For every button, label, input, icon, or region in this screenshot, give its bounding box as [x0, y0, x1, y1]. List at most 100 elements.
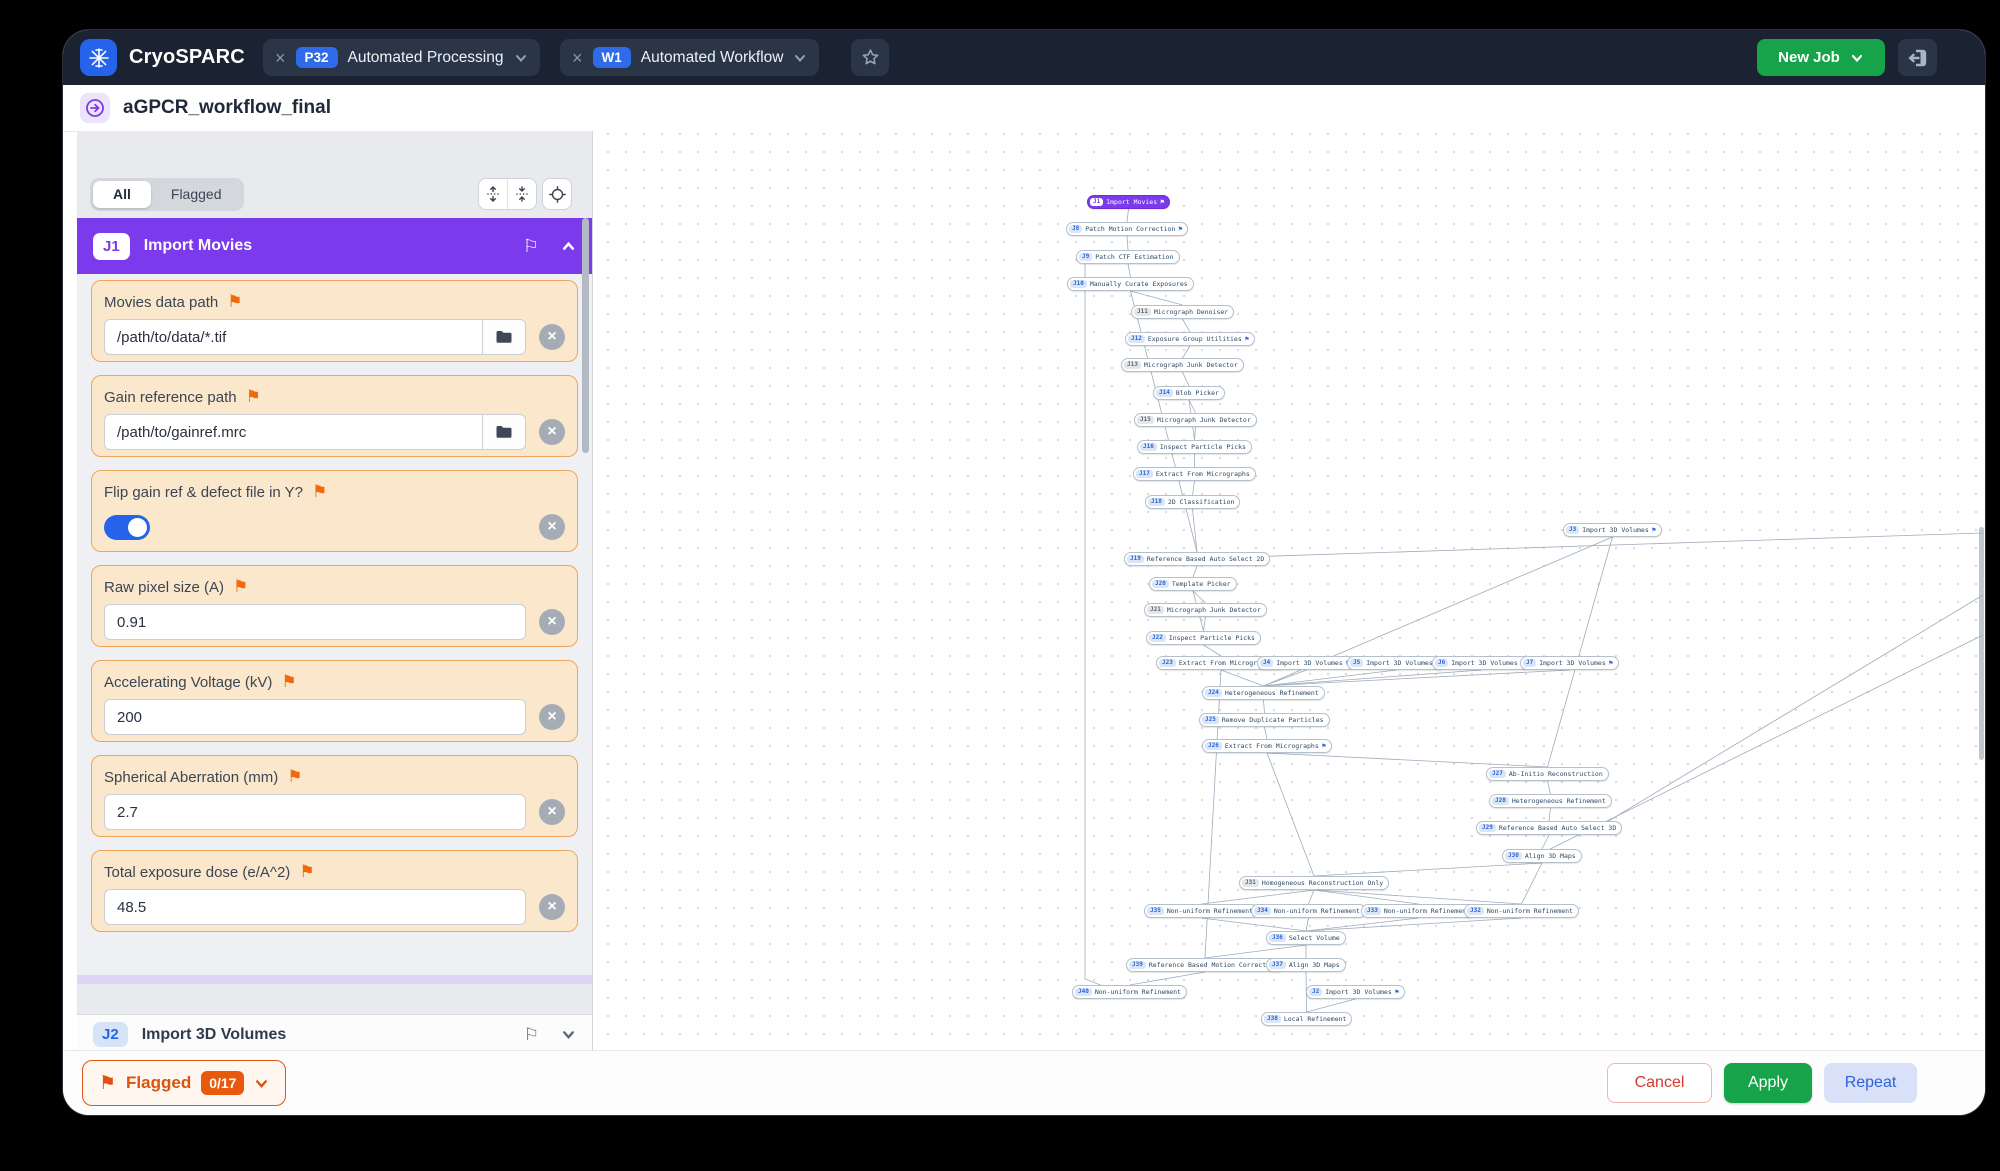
close-workspace-tab-icon[interactable]: × [572, 47, 583, 68]
param-card: Flip gain ref & defect file in Y? ⚑ × [91, 470, 578, 552]
flag-icon[interactable]: ⚑ [312, 482, 328, 501]
graph-node-j30[interactable]: J30 Align 3D Maps [1502, 849, 1582, 863]
workflow-graph: J1 Import Movies ⚑ J8 Patch Motion Correctio… [600, 165, 1985, 1050]
collapse-panel-button[interactable] [1898, 39, 1937, 76]
chevron-up-icon[interactable] [561, 239, 576, 254]
param-input[interactable] [104, 414, 482, 450]
top-bar: CryoSPARC × P32 Automated Processing × W… [63, 30, 1985, 85]
chevron-down-icon[interactable] [561, 1027, 576, 1042]
clear-param-button[interactable]: × [539, 514, 565, 540]
graph-node-j8[interactable]: J8 Patch Motion Correction ⚑ [1066, 222, 1189, 236]
param-input[interactable] [104, 604, 526, 640]
flag-icon[interactable]: ⚑ [227, 292, 243, 311]
graph-node-j36[interactable]: J36 Select Volume [1266, 931, 1346, 945]
graph-node-j20[interactable]: J20 Template Picker [1149, 577, 1237, 591]
flag-icon[interactable]: ⚑ [233, 577, 249, 596]
graph-node-j7[interactable]: J7 Import 3D Volumes ⚑ [1520, 656, 1619, 670]
graph-node-j37[interactable]: J37 Align 3D Maps [1266, 958, 1346, 972]
param-input[interactable] [104, 699, 526, 735]
graph-node-j13[interactable]: J13 Micrograph Junk Detector [1121, 358, 1244, 372]
graph-node-j19[interactable]: J19 Reference Based Auto Select 2D [1124, 552, 1271, 566]
graph-node-j33[interactable]: J33 Non-uniform Refinement [1361, 904, 1476, 918]
graph-node-j17[interactable]: J17 Extract From Micrographs [1133, 467, 1256, 481]
chevron-down-icon[interactable] [514, 51, 528, 65]
browse-folder-button[interactable] [482, 319, 526, 355]
expand-all-button[interactable] [479, 179, 507, 209]
param-input[interactable] [104, 889, 526, 925]
toggle-switch[interactable] [104, 514, 150, 540]
star-icon [862, 49, 878, 65]
param-card: Total exposure dose (e/A^2) ⚑ × [91, 850, 578, 932]
graph-node-j18[interactable]: J18 2D Classification [1145, 495, 1241, 509]
graph-node-j12[interactable]: J12 Exposure Group Utilities ⚑ [1125, 332, 1255, 346]
cryosparc-logo-icon[interactable] [80, 39, 117, 76]
graph-node-j34[interactable]: J34 Non-uniform Refinement [1251, 904, 1366, 918]
graph-node-j38[interactable]: J38 Local Refinement [1261, 1012, 1353, 1026]
graph-node-j25[interactable]: J25 Remove Duplicate Particles [1199, 713, 1330, 727]
flagged-dropdown-button[interactable]: ⚑ Flagged 0/17 [82, 1060, 287, 1106]
graph-node-j31[interactable]: J31 Homogeneous Reconstruction Only [1239, 876, 1390, 890]
graph-node-badge: J8 [1069, 225, 1083, 233]
graph-node-badge: J23 [1159, 659, 1176, 667]
apply-button[interactable]: Apply [1724, 1063, 1812, 1103]
graph-node-j15[interactable]: J15 Micrograph Junk Detector [1134, 413, 1257, 427]
cancel-button[interactable]: Cancel [1607, 1063, 1712, 1103]
graph-node-j29[interactable]: J29 Reference Based Auto Select 3D [1476, 821, 1623, 835]
clear-param-button[interactable]: × [539, 609, 565, 635]
graph-node-badge: J21 [1147, 606, 1164, 614]
graph-node-j28[interactable]: J28 Heterogeneous Refinement [1489, 794, 1612, 808]
clear-param-button[interactable]: × [539, 324, 565, 350]
graph-node-j10[interactable]: J10 Manually Curate Exposures [1067, 277, 1194, 291]
filter-flagged-tab[interactable]: Flagged [170, 186, 222, 202]
flag-icon[interactable]: ⚑ [245, 387, 261, 406]
clear-param-button[interactable]: × [539, 419, 565, 445]
graph-node-j16[interactable]: J16 Inspect Particle Picks [1137, 440, 1252, 454]
graph-node-j35[interactable]: J35 Non-uniform Refinement [1144, 904, 1259, 918]
param-input[interactable] [104, 794, 526, 830]
flag-icon[interactable]: ⚑ [299, 862, 315, 881]
clear-param-button[interactable]: × [539, 704, 565, 730]
graph-node-j26[interactable]: J26 Extract From Micrographs ⚑ [1202, 739, 1332, 753]
flag-outline-icon[interactable]: ⚐ [522, 235, 539, 256]
panel-scrollbar[interactable] [582, 218, 589, 453]
chevron-down-icon[interactable] [793, 51, 807, 65]
graph-node-j24[interactable]: J24 Heterogeneous Refinement [1202, 686, 1325, 700]
collapse-all-button[interactable] [507, 179, 536, 209]
graph-node-j1[interactable]: J1 Import Movies ⚑ [1087, 195, 1171, 209]
filter-all-tab[interactable]: All [93, 180, 151, 208]
graph-node-j14[interactable]: J14 Blob Picker [1153, 386, 1225, 400]
clear-param-button[interactable]: × [539, 894, 565, 920]
browse-folder-button[interactable] [482, 414, 526, 450]
section-header-j1[interactable]: J1 Import Movies ⚐ [77, 218, 592, 274]
new-job-button[interactable]: New Job [1757, 39, 1885, 76]
graph-node-j2[interactable]: J2 Import 3D Volumes ⚑ [1306, 985, 1405, 999]
flag-outline-icon[interactable]: ⚐ [523, 1024, 539, 1044]
favorite-star-button[interactable] [851, 39, 889, 76]
graph-scrollbar[interactable] [1979, 527, 1984, 760]
repeat-button[interactable]: Repeat [1824, 1063, 1917, 1103]
graph-node-label: Micrograph Junk Detector [1156, 416, 1251, 424]
graph-node-j22[interactable]: J22 Inspect Particle Picks [1146, 631, 1261, 645]
graph-node-j39[interactable]: J39 Reference Based Motion Correction [1126, 958, 1284, 972]
close-project-tab-icon[interactable]: × [275, 47, 286, 68]
graph-node-j40[interactable]: J40 Non-uniform Refinement [1072, 985, 1187, 999]
filter-segmented-control: All Flagged [90, 177, 245, 211]
graph-node-j21[interactable]: J21 Micrograph Junk Detector [1144, 603, 1267, 617]
flag-icon[interactable]: ⚑ [281, 672, 297, 691]
graph-node-j9[interactable]: J9 Patch CTF Estimation [1076, 250, 1180, 264]
section-header-j2[interactable]: J2 Import 3D Volumes ⚐ [77, 1014, 592, 1050]
tab-workspace[interactable]: × W1 Automated Workflow [560, 39, 820, 76]
clear-param-button[interactable]: × [539, 799, 565, 825]
flag-icon[interactable]: ⚑ [287, 767, 303, 786]
locate-job-button[interactable] [542, 178, 572, 210]
graph-node-j11[interactable]: J11 Micrograph Denoiser [1131, 305, 1235, 319]
param-input[interactable] [104, 319, 482, 355]
tab-project[interactable]: × P32 Automated Processing [263, 39, 540, 76]
workflow-graph-panel[interactable]: J1 Import Movies ⚑ J8 Patch Motion Correctio… [593, 131, 1985, 1050]
graph-node-j3[interactable]: J3 Import 3D Volumes ⚑ [1563, 523, 1662, 537]
graph-node-j32[interactable]: J32 Non-uniform Refinement [1464, 904, 1579, 918]
graph-node-j27[interactable]: J27 Ab-Initio Reconstruction [1486, 767, 1609, 781]
